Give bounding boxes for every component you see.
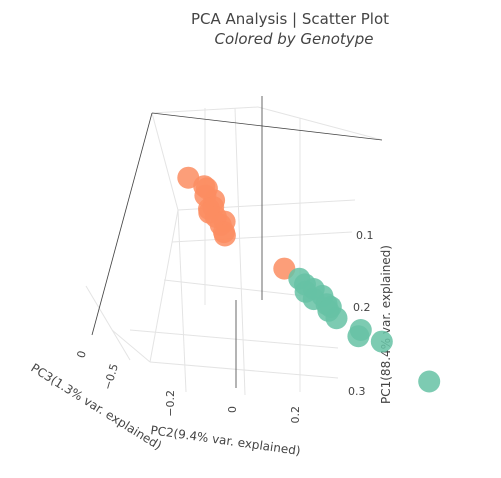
grid-line — [149, 209, 179, 363]
grid-line — [234, 107, 246, 396]
pc2-axis-title: PC2(9.4% var. explained) — [150, 423, 302, 458]
grid-line — [85, 285, 131, 361]
pc1-tick-label: 0.1 — [356, 229, 374, 242]
axis-line-left — [91, 112, 153, 336]
pc2-tick-labels: −0.2 0 0.2 — [164, 390, 302, 424]
data-point[interactable] — [213, 224, 236, 247]
chart-title: PCA Analysis | Scatter Plot — [191, 10, 389, 28]
grid-line — [177, 209, 187, 393]
scene-axes — [91, 96, 383, 388]
axis-line-top — [151, 112, 383, 141]
data-point[interactable] — [418, 370, 441, 393]
pc1-tick-labels: 0.1 0.2 0.3 — [348, 229, 374, 398]
grid-line — [129, 329, 339, 349]
pc2-tick-label: 0 — [226, 406, 239, 413]
data-point[interactable] — [325, 307, 348, 330]
grid-line — [111, 329, 151, 363]
pc2-tick-label: 0.2 — [289, 406, 302, 424]
pc2-tick-label: −0.2 — [164, 390, 177, 417]
pc3-axis-title: PC3(1.3% var. explained) — [28, 361, 164, 453]
pc3-tick-labels: 0 −0.5 — [74, 349, 120, 391]
scene-grid — [85, 106, 383, 396]
data-point[interactable] — [370, 330, 393, 353]
chart-subtitle: Colored by Genotype — [215, 30, 374, 48]
pc1-tick-label: 0.3 — [348, 385, 366, 398]
data-points — [177, 166, 441, 393]
grid-line — [151, 112, 179, 211]
pc1-tick-label: 0.2 — [353, 301, 371, 314]
grid-line — [257, 106, 383, 141]
data-point[interactable] — [347, 325, 370, 348]
pc1-axis-title: PC1(88.4% var. explained) — [379, 245, 393, 404]
pc3-tick-label: −0.5 — [101, 362, 121, 391]
pc3-tick-label: 0 — [74, 349, 88, 359]
